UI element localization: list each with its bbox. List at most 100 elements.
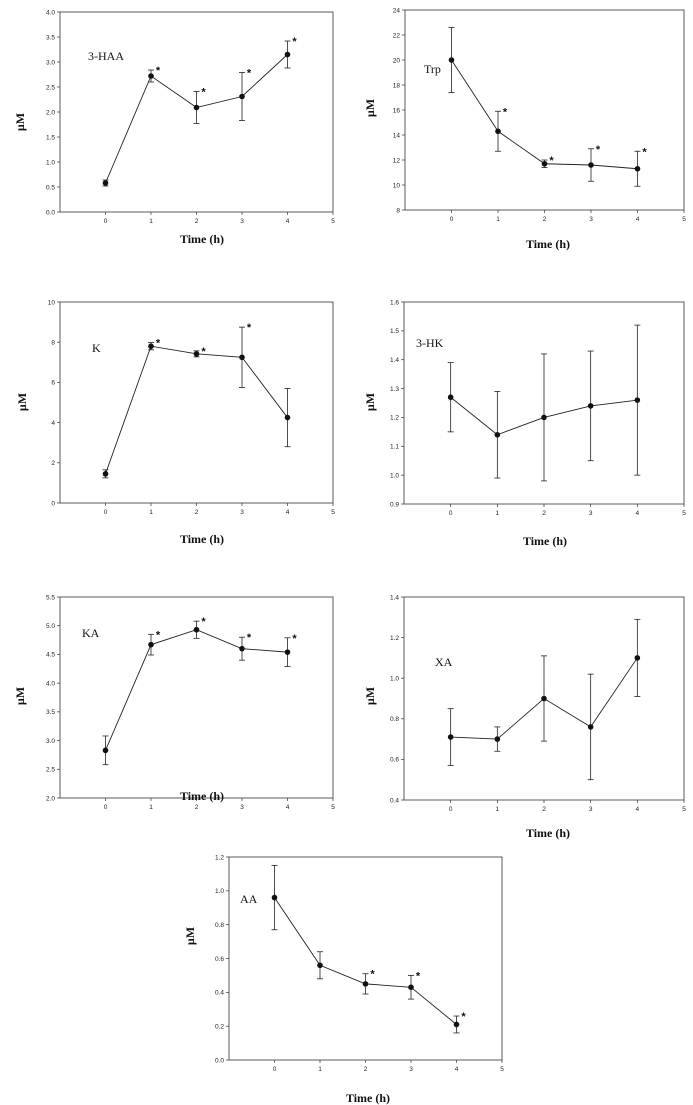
y-tick-label: 1.2 [390,635,399,642]
data-point [634,397,641,403]
x-tick-label: 0 [450,216,454,223]
y-tick-label: 1.6 [390,299,399,306]
significance-marker: * [201,346,206,358]
significance-marker: * [201,87,206,99]
chart-panel-1: 0 1 2 3 4 5 0.0 0.5 1.0 1.5 2.0 2.5 3.0 3.5 4.0 Time (h… [13,9,335,246]
y-tick-label: 22 [393,32,401,39]
data-point [239,354,245,361]
x-axis-label: Time (h) [346,1091,390,1105]
data-point [587,724,594,730]
x-tick-label: 0 [273,1066,277,1073]
y-tick-label: 2.0 [46,795,55,802]
y-tick-label: 6 [51,380,55,387]
y-tick-label: 0.9 [390,501,399,508]
y-tick-label: 2.5 [46,84,55,91]
significance-marker: * [416,970,421,982]
chart-panel-5: 0 1 2 3 4 5 2.0 2.5 3.0 3.5 4.0 4.5 5.0 5.5 Time (h) µM… [13,594,335,811]
y-axis-label: µM [183,927,197,945]
x-tick-label: 3 [409,1066,413,1073]
y-tick-label: 1.4 [390,594,399,601]
x-tick-label: 2 [195,509,199,516]
data-point [102,471,109,477]
x-tick-label: 5 [331,218,335,225]
y-axis-label: µM [15,393,29,411]
y-tick-label: 1.0 [215,888,224,895]
y-axis-label: µM [363,99,377,117]
data-point [587,403,594,409]
y-tick-label: 0.8 [390,716,399,723]
y-tick-label: 10 [48,299,56,306]
y-tick-label: 4.0 [46,9,55,16]
x-tick-label: 4 [286,804,290,811]
x-tick-label: 0 [104,218,108,225]
series-line [274,897,457,1025]
x-tick-label: 1 [496,510,500,517]
data-point [102,747,109,754]
chart-panel-7: 0 1 2 3 4 5 0.0 0.2 0.4 0.6 0.8 1.0 1.2 Time (h) µM AA *… [183,854,504,1105]
data-point [447,394,454,401]
y-tick-label: 4 [51,420,55,427]
x-tick-label: 4 [455,1066,459,1073]
plot-frame [228,856,503,1061]
plot-frame [404,9,685,211]
data-point [408,984,414,991]
data-point [284,414,291,421]
y-axis-label: µM [13,687,27,705]
significance-marker: * [642,146,647,158]
data-point [102,180,109,186]
y-tick-label: 2.0 [46,109,55,116]
significance-marker: * [461,1011,466,1023]
data-point [284,649,291,655]
x-tick-label: 5 [500,1066,504,1073]
x-tick-label: 0 [104,509,108,516]
x-tick-label: 2 [542,806,546,813]
y-tick-label: 0.6 [215,956,224,963]
x-tick-label: 4 [636,216,640,223]
data-point [495,128,501,135]
data-point [541,160,548,167]
panel-label: 3-HK [416,336,444,350]
data-point [148,641,154,648]
y-tick-label: 16 [393,107,401,114]
data-point [541,695,547,702]
data-point [494,431,501,438]
series-line [105,629,288,751]
y-tick-label: 2 [51,460,55,467]
significance-marker: * [247,632,252,644]
x-tick-label: 5 [331,509,335,516]
significance-marker: * [156,65,161,77]
y-tick-label: 14 [393,132,401,139]
x-tick-label: 3 [589,806,593,813]
x-tick-label: 4 [636,510,640,517]
significance-marker: * [156,338,161,350]
y-tick-label: 5.0 [46,623,55,630]
significance-marker: * [503,106,508,118]
panel-label: 3-HAA [88,49,124,63]
data-point [148,73,154,79]
y-tick-label: 2.5 [46,767,55,774]
y-tick-label: 0.4 [215,990,224,997]
series-line [451,59,638,170]
x-tick-label: 3 [240,218,244,225]
y-tick-label: 1.2 [215,854,224,861]
x-tick-label: 3 [589,510,593,517]
y-axis-label: µM [363,687,377,705]
x-tick-label: 2 [542,510,546,517]
chart-panel-6: 0 1 2 3 4 5 0.4 0.6 0.8 1.0 1.2 1.4 Time (h) µM XA [363,594,686,840]
y-tick-label: 4.0 [46,680,55,687]
x-tick-label: 0 [449,806,453,813]
y-tick-label: 8 [396,207,400,214]
panel-label: KA [82,626,100,640]
data-point [634,165,641,172]
y-tick-label: 8 [51,340,55,347]
x-tick-label: 1 [496,216,500,223]
x-tick-label: 3 [240,509,244,516]
y-tick-label: 0.0 [215,1057,224,1064]
data-point [494,736,501,742]
y-tick-label: 0.5 [46,184,55,191]
significance-marker: * [247,322,252,334]
panel-label: Trp [424,62,441,76]
x-tick-label: 5 [331,804,335,811]
y-tick-label: 12 [393,157,401,164]
